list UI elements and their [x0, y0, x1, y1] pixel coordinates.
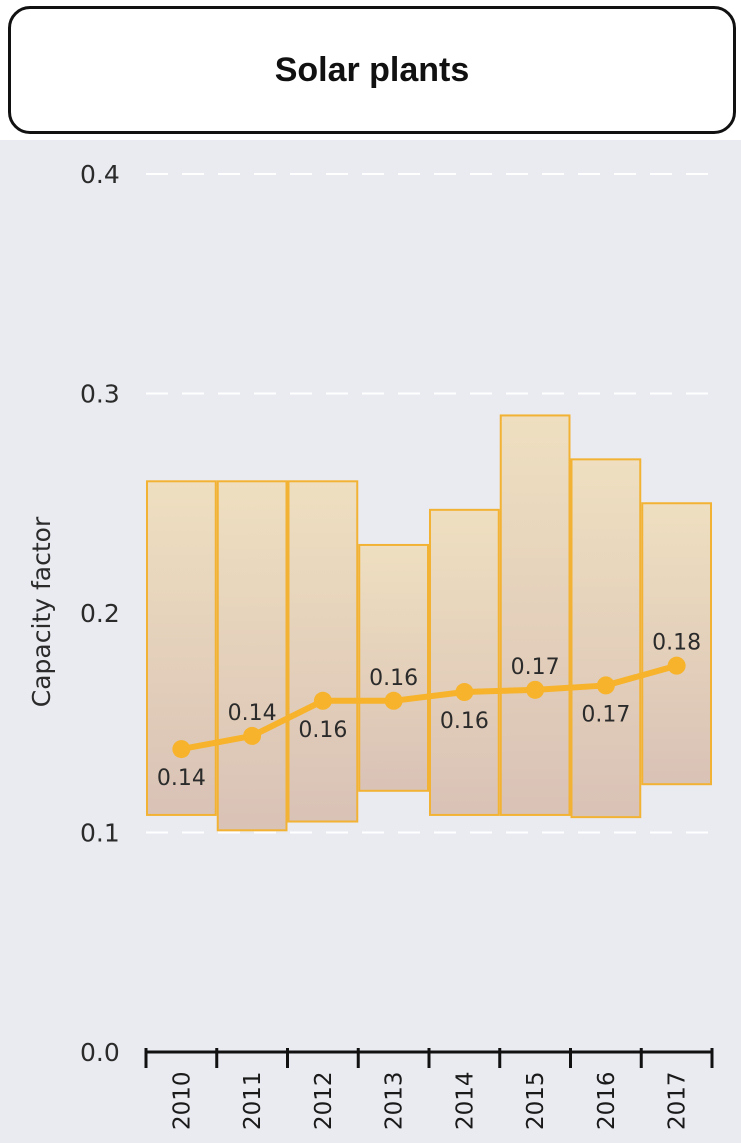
average-line [180, 662, 678, 753]
average-line-path [180, 662, 678, 753]
x-tick-labels: 2010 2011 2012 2013 2014 2015 2016 2017 [169, 1071, 690, 1130]
data-label: 0.14 [228, 701, 277, 726]
x-axis [144, 1048, 714, 1068]
x-tick-label: 2011 [240, 1071, 266, 1130]
range-bar [358, 543, 429, 792]
data-label: 0.17 [581, 702, 630, 727]
capacity-factor-chart: 0.0 0.1 0.2 0.3 0.4 2010 2011 2012 2013 2014 2015… [27, 160, 714, 1130]
y-tick-label: 0.0 [80, 1038, 120, 1067]
data-label: 0.17 [511, 655, 560, 680]
range-bar [287, 480, 359, 823]
range-bar [146, 480, 217, 816]
average-point [526, 680, 545, 699]
range-bars [146, 414, 712, 832]
chart-title: Solar plants [274, 50, 470, 89]
range-bar [641, 502, 712, 786]
data-labels: 0.14 0.14 0.16 0.16 0.16 0.17 0.17 0.18 [157, 631, 701, 791]
range-bar [499, 414, 571, 816]
average-points [172, 656, 686, 759]
x-tick-label: 2014 [452, 1071, 478, 1130]
range-bar [570, 458, 642, 819]
average-point [384, 691, 403, 710]
y-tick-label: 0.3 [80, 380, 120, 409]
data-label: 0.16 [298, 718, 347, 743]
x-tick-label: 2013 [382, 1071, 408, 1130]
y-tick-label: 0.2 [80, 599, 120, 628]
x-tick-label: 2017 [665, 1071, 691, 1130]
x-tick-label: 2015 [523, 1071, 549, 1130]
x-tick-label: 2010 [169, 1071, 195, 1130]
data-label: 0.16 [369, 666, 418, 691]
chart-panel: 0.0 0.1 0.2 0.3 0.4 2010 2011 2012 2013 2014 2015… [0, 140, 741, 1143]
range-bar [216, 480, 288, 832]
average-point [596, 676, 615, 695]
y-tick-label: 0.4 [80, 160, 120, 189]
chart-title-box: Solar plants [8, 6, 736, 134]
x-tick-label: 2016 [594, 1071, 620, 1130]
x-tick-label: 2012 [311, 1071, 337, 1130]
average-point [667, 656, 686, 675]
average-point [313, 691, 332, 710]
average-point [243, 726, 262, 745]
y-tick-labels: 0.0 0.1 0.2 0.3 0.4 [80, 160, 120, 1067]
average-point [172, 740, 191, 759]
y-axis-title: Capacity factor [27, 516, 56, 707]
average-point [455, 683, 474, 702]
data-label: 0.16 [440, 709, 489, 734]
range-bar [429, 508, 500, 816]
data-label: 0.14 [157, 766, 206, 791]
data-label: 0.18 [652, 631, 701, 656]
y-tick-label: 0.1 [80, 819, 120, 848]
